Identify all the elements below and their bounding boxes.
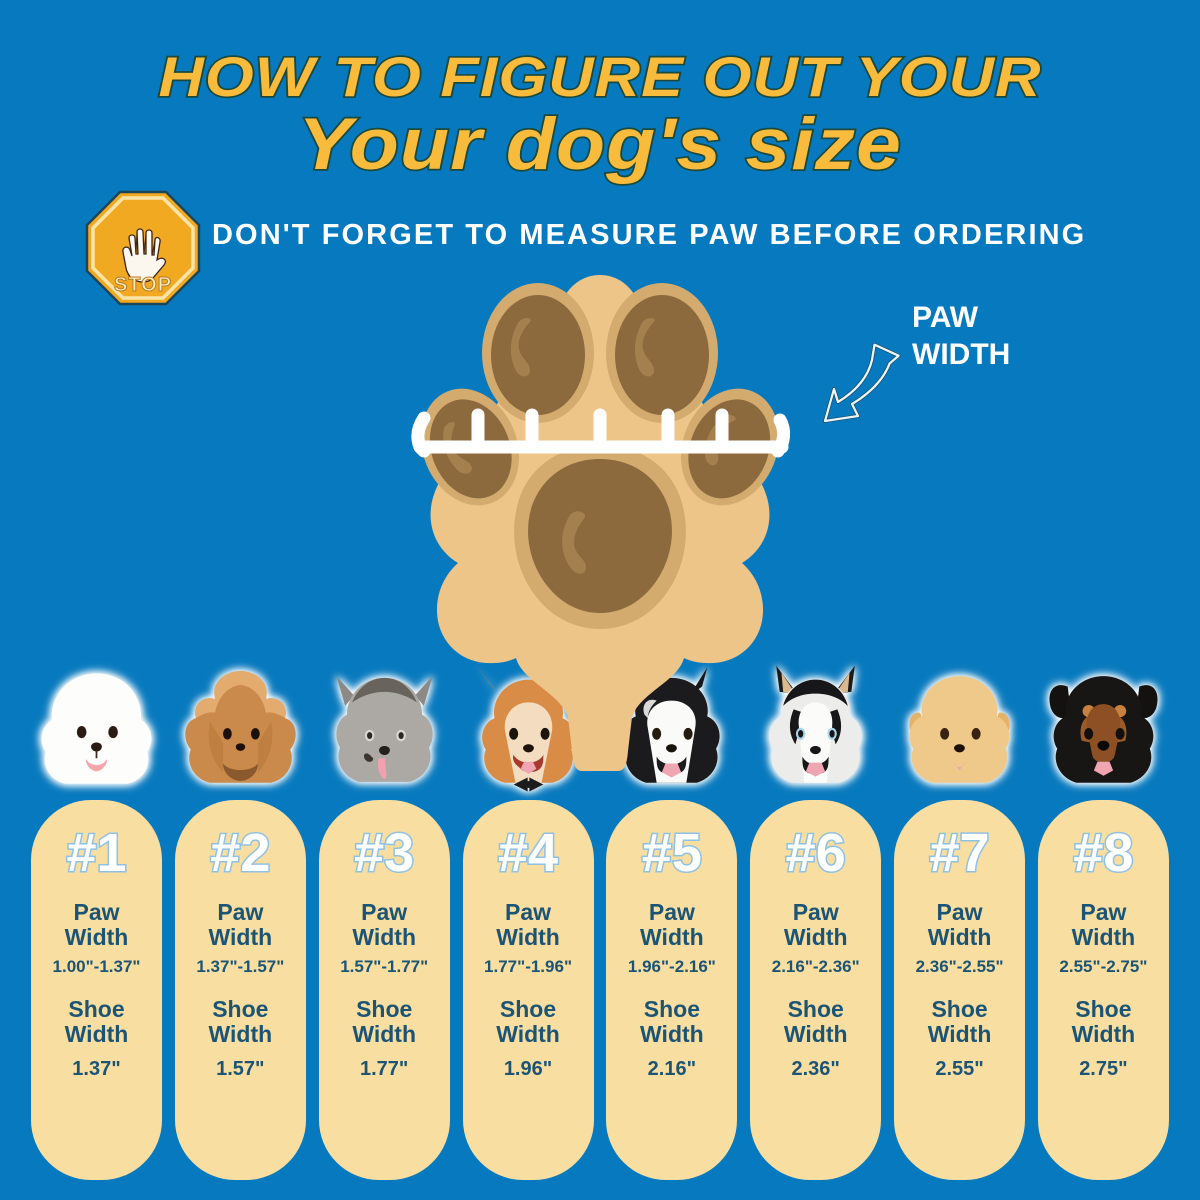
svg-text:STOP: STOP xyxy=(114,274,172,296)
